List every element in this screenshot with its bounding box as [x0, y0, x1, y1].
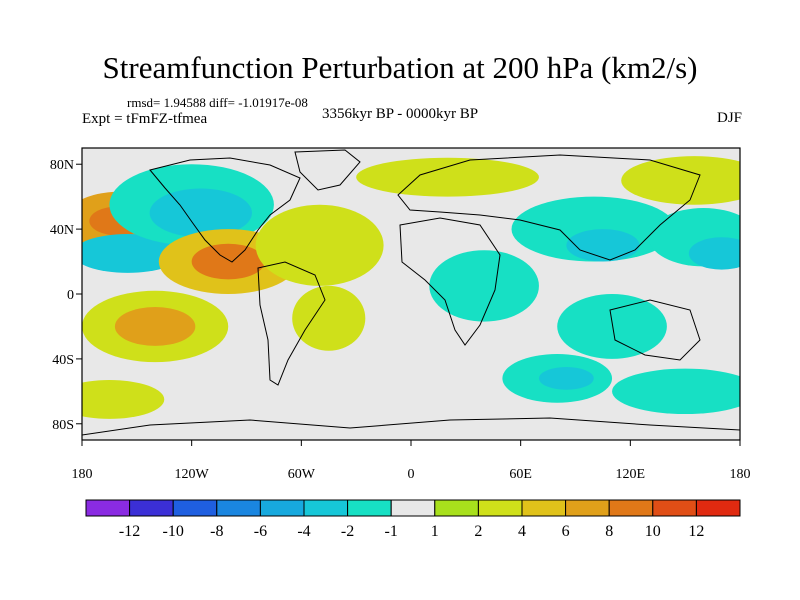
colorbar-label: -4 [297, 523, 310, 540]
colorbar-swatch [652, 499, 697, 517]
contour-field-21 [612, 368, 740, 415]
colorbar-label: 12 [688, 523, 704, 540]
lon-tick-label: 0 [408, 467, 415, 482]
colorbar-swatch [259, 499, 305, 517]
contour-field-2 [82, 233, 183, 273]
colorbar-swatch [303, 499, 349, 517]
colorbar-swatch [347, 499, 392, 517]
coastlines [82, 149, 740, 436]
coastline-eurasia [397, 154, 701, 261]
lon-tick-label: 60E [509, 467, 532, 482]
contour-field-18 [557, 294, 667, 359]
colorbar-label: -10 [163, 523, 184, 540]
contour-field-12 [621, 156, 740, 205]
plot-title: Streamfunction Perturbation at 200 hPa (… [102, 50, 698, 85]
colorbar-swatch [216, 499, 261, 517]
contour-field-13 [429, 250, 539, 322]
contour-field-10 [255, 204, 384, 286]
colorbar-label: 2 [474, 523, 482, 540]
lon-tick-label: 120W [175, 467, 210, 482]
colorbar-swatch [390, 499, 436, 517]
colorbar-label: 6 [562, 523, 570, 540]
season-label: DJF [716, 110, 742, 126]
colorbar-swatch [608, 499, 654, 517]
contour-field-15 [566, 229, 640, 262]
lon-tick-label: 180 [730, 467, 751, 482]
lon-tick-label: 60W [288, 467, 316, 482]
colorbar-swatch [477, 499, 523, 517]
contour-fields [82, 156, 740, 419]
coastline-australia [609, 299, 701, 361]
contour-field-11 [356, 157, 539, 197]
colorbar-label: 10 [645, 523, 661, 540]
lat-tick-label: 40N [50, 223, 74, 238]
period-label: 3356kyr BP - 0000kyr BP [322, 106, 479, 122]
colorbar-label: 1 [431, 523, 439, 540]
contour-field-6 [191, 243, 265, 280]
colorbar-swatch [695, 499, 741, 517]
coastline-north-america [149, 157, 301, 263]
colorbar-label: -6 [254, 523, 267, 540]
colorbar-swatch [129, 499, 174, 517]
axis-ticks: 180 120W 60W 0 60E 120E 180 80N 40N 0 40S 80S [50, 158, 751, 482]
lon-tick-label: 120E [616, 467, 646, 482]
contour-field-20 [538, 367, 594, 390]
colorbar-swatch [565, 499, 610, 517]
coastline-antarctica [82, 417, 740, 436]
lat-tick-label: 0 [67, 288, 74, 303]
colorbar-label: 4 [518, 523, 526, 540]
coastline-africa [399, 217, 501, 346]
colorbar-swatch [434, 499, 479, 517]
contour-field-17 [688, 237, 740, 270]
experiment-label: Expt = tFmFZ-tfmea [82, 111, 208, 127]
lat-tick-label: 40S [52, 353, 74, 368]
colorbar-label: -2 [341, 523, 354, 540]
contour-field-22 [82, 379, 165, 419]
lat-tick-label: 80S [52, 418, 74, 433]
colorbar-label: -12 [119, 523, 140, 540]
colorbar-label: -8 [210, 523, 223, 540]
contour-field-8 [114, 306, 196, 346]
contour-field-4 [149, 188, 252, 238]
lat-tick-label: 80N [50, 158, 74, 173]
colorbar-swatch [172, 499, 218, 517]
stats-line: rmsd= 1.94588 diff= -1.01917e-08 [127, 95, 308, 110]
lon-tick-label: 180 [72, 467, 93, 482]
colorbar-swatch [521, 499, 567, 517]
colorbar: -12 -10 -8 -6 -4 -2 -1 1 2 4 6 8 10 12 [85, 499, 741, 540]
colorbar-label: -1 [385, 523, 398, 540]
contour-field-9 [292, 285, 366, 351]
coastline-south-america [257, 261, 326, 386]
colorbar-label: 8 [605, 523, 613, 540]
colorbar-swatch [85, 499, 131, 517]
coastline-greenland [294, 149, 361, 191]
